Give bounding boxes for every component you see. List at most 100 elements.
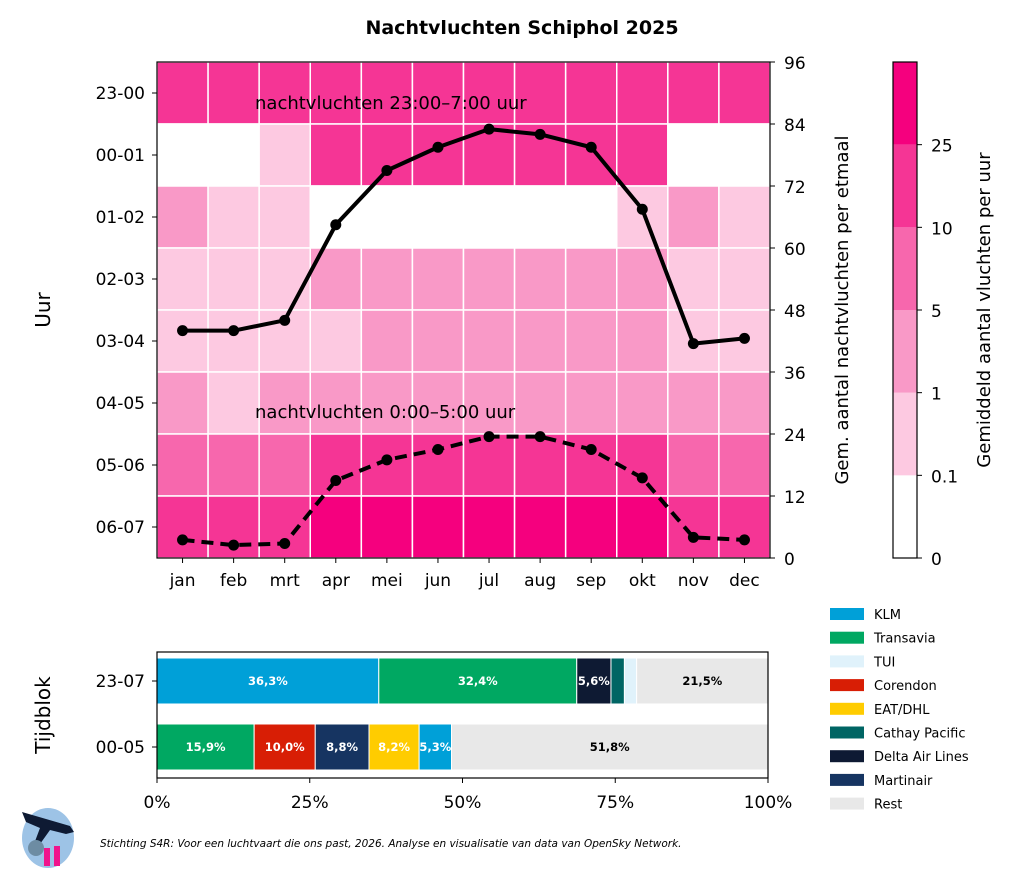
chart-title: Nachtvluchten Schiphol 2025 <box>365 17 678 39</box>
legend-label: Delta Air Lines <box>874 750 969 765</box>
heatmap-cell <box>462 433 516 497</box>
bar-segment <box>156 723 255 771</box>
heatmap-cell <box>718 495 771 559</box>
right-y-tick-label: 96 <box>784 54 806 74</box>
heatmap-cell <box>513 371 567 435</box>
data-point <box>228 325 240 337</box>
colorbar-segment <box>893 475 917 558</box>
heatmap-cell <box>207 309 260 373</box>
data-point <box>483 123 495 135</box>
heatmap-cell <box>258 61 311 125</box>
x-tick-label: feb <box>220 571 247 591</box>
legend-swatch <box>830 608 864 620</box>
heatmap-cell <box>360 371 414 435</box>
heatmap-cell <box>616 433 669 497</box>
legend-label: Cathay Pacific <box>874 727 966 742</box>
data-point <box>687 531 699 543</box>
data-point <box>585 444 597 455</box>
heatmap-cell <box>462 185 516 249</box>
y-tick-label: 23-00 <box>96 84 145 104</box>
data-point <box>177 534 189 546</box>
data-point <box>177 325 189 337</box>
bar-segment <box>156 657 380 705</box>
data-point <box>636 472 648 484</box>
data-point <box>279 538 291 550</box>
heatmap-cell <box>360 123 414 187</box>
right-y-axis-label: Gem. aantal nachtvluchten per etmaal <box>832 135 853 484</box>
right-y-tick-label: 24 <box>784 426 806 446</box>
legend-swatch <box>830 631 864 644</box>
y-tick-label: 02-03 <box>96 270 145 290</box>
heatmap-cell <box>258 247 311 311</box>
heatmap-cell <box>411 185 465 249</box>
bar-value-label: 21,5% <box>682 674 722 688</box>
bar-segment <box>576 657 612 705</box>
colorbar-tick-label: 5 <box>931 302 942 322</box>
y-tick-label: 03-04 <box>96 332 145 352</box>
y-tick-label: 23-07 <box>96 672 145 692</box>
heatmap-cell <box>462 309 516 373</box>
heatmap-cell <box>309 309 363 373</box>
series-label: nachtvluchten 23:00–7:00 uur <box>255 93 527 114</box>
data-point <box>738 534 750 546</box>
heatmap-cell <box>564 61 618 125</box>
bar-value-label: 10,0% <box>265 740 305 754</box>
heatmap-cell <box>718 371 771 435</box>
heatmap-cell <box>360 185 414 249</box>
stacked-bar-panel: 36,3% 32,4% 5,6% 21,5% 23-07 15,9% 10,0% 8,8% 8,… <box>31 651 793 813</box>
heatmap-cell <box>207 185 260 249</box>
legend-label: Corendon <box>874 679 937 694</box>
heatmap-cell <box>564 371 618 435</box>
heatmap-cell <box>207 371 260 435</box>
right-y-tick-label: 12 <box>784 488 806 508</box>
data-point <box>534 431 546 443</box>
heatmap-panel: 23-00 00-01 01-02 02-03 03-04 04-05 05-06 06-07… <box>31 54 853 591</box>
heatmap-cell <box>564 123 618 187</box>
heatmap-cell <box>207 123 260 187</box>
x-tick-label: mei <box>371 571 403 591</box>
legend-swatch <box>830 726 864 739</box>
legend-label: Transavia <box>873 632 936 647</box>
y-tick-label: 00-01 <box>96 146 145 166</box>
heatmap-cell <box>667 185 720 249</box>
right-y-tick-label: 84 <box>784 116 806 136</box>
heatmap-cell <box>513 61 567 125</box>
colorbar-tick-label: 0 <box>931 550 942 570</box>
bar-value-label: 8,2% <box>378 740 410 754</box>
heatmap-cell <box>156 433 209 497</box>
bar-value-label: 5,6% <box>578 674 610 688</box>
legend-label: EAT/DHL <box>874 703 930 718</box>
colorbar-segment <box>893 62 917 145</box>
heatmap-cell <box>156 371 209 435</box>
heatmap-cell <box>718 433 771 497</box>
data-point <box>381 454 393 466</box>
heatmap-cell <box>258 371 311 435</box>
data-point <box>738 332 750 344</box>
x-tick-label: aug <box>524 571 556 591</box>
bar-segment <box>623 657 638 705</box>
bar-value-label: 51,8% <box>590 740 630 754</box>
data-point <box>279 314 291 326</box>
x-tick-label: jun <box>424 571 451 591</box>
x-tick-label: 100% <box>744 793 793 813</box>
legend-label: Martinair <box>874 774 933 789</box>
heatmap-cell <box>309 61 363 125</box>
heatmap-cell <box>616 309 669 373</box>
right-y-tick-label: 48 <box>784 302 806 322</box>
legend-label: Rest <box>874 798 902 813</box>
heatmap-cell <box>513 433 567 497</box>
x-tick-label: 75% <box>596 793 634 813</box>
heatmap-cell <box>667 371 720 435</box>
legend-swatch <box>830 773 864 786</box>
data-point <box>228 539 240 551</box>
bar-segment <box>378 657 578 705</box>
heatmap-cell <box>411 371 465 435</box>
heatmap-cell <box>564 247 618 311</box>
series-label: nachtvluchten 0:00–5:00 uur <box>255 402 516 423</box>
colorbar-tick-label: 10 <box>931 219 953 239</box>
heatmap-cell <box>360 495 414 559</box>
heatmap-cell <box>616 185 669 249</box>
data-point <box>636 203 648 215</box>
data-point <box>432 444 444 455</box>
